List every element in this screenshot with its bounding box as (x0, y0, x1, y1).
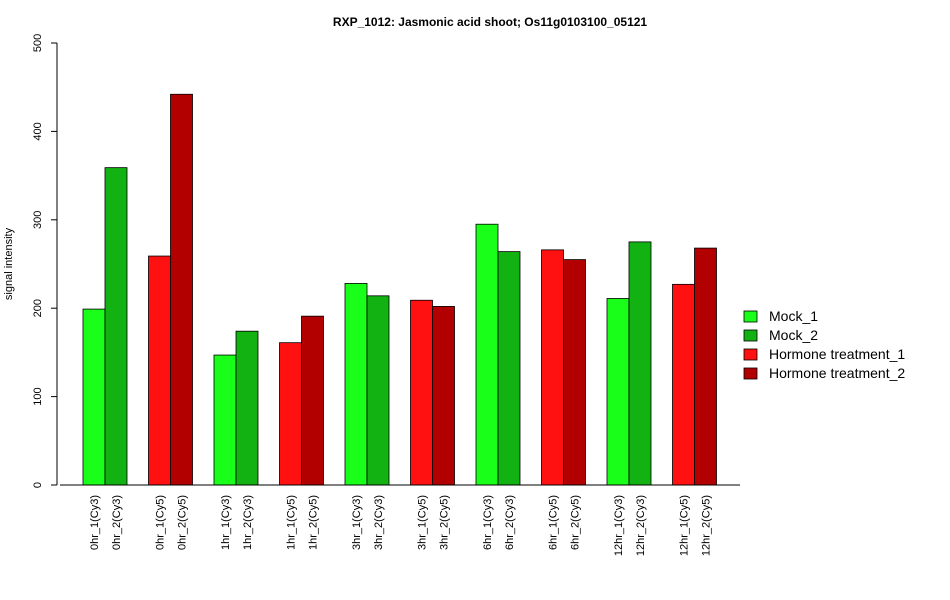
bar (170, 93, 193, 486)
bar (410, 299, 433, 486)
legend-label: Mock_1 (769, 308, 818, 324)
y-tick-label: 300 (32, 211, 44, 229)
bar (475, 223, 499, 486)
bar (606, 298, 630, 486)
x-tick-label: 6hr_2(Cy3) (504, 495, 516, 550)
chart-title: RXP_1012: Jasmonic acid shoot; Os11g0103… (333, 15, 648, 29)
x-tick-label: 0hr_1(Cy3) (89, 495, 101, 550)
bar (432, 306, 455, 486)
bars (82, 93, 717, 486)
x-tick-label: 1hr_1(Cy5) (286, 495, 298, 550)
bar (301, 315, 324, 486)
bar (541, 249, 564, 486)
x-tick-label: 1hr_2(Cy5) (308, 495, 320, 550)
y-tick-label: 0 (32, 482, 44, 488)
legend-label: Hormone treatment_1 (769, 346, 905, 362)
bar (628, 241, 652, 486)
legend-item: Hormone treatment_2 (743, 365, 905, 381)
x-tick-label: 0hr_1(Cy5) (155, 495, 167, 550)
legend-swatch (743, 310, 758, 323)
legend: Mock_1 Mock_2 Hormone treatment_1 Hormone t… (743, 308, 905, 381)
bar (279, 342, 302, 486)
legend-item: Hormone treatment_1 (743, 346, 905, 362)
x-tick-label: 12hr_2(Cy3) (635, 495, 647, 556)
bar (213, 354, 237, 486)
x-tick-label: 3hr_1(Cy3) (351, 495, 363, 550)
bar (694, 247, 717, 486)
bar (148, 255, 171, 486)
bar (366, 295, 390, 486)
y-axis-label: signal intensity (3, 227, 15, 300)
legend-label: Mock_2 (769, 327, 818, 343)
x-tick-label: 1hr_2(Cy3) (242, 495, 254, 550)
legend-swatch (743, 367, 758, 380)
bar (235, 330, 259, 486)
y-tick-label: 500 (32, 34, 44, 52)
x-tick-label: 3hr_2(Cy3) (373, 495, 385, 550)
legend-item: Mock_2 (743, 327, 818, 343)
x-tick-label: 6hr_2(Cy5) (570, 495, 582, 550)
y-tick-label: 100 (32, 387, 44, 405)
bar (672, 283, 695, 486)
x-tick-label: 6hr_1(Cy3) (482, 495, 494, 550)
legend-item: Mock_1 (743, 308, 818, 324)
legend-swatch (743, 348, 758, 361)
y-tick-label: 200 (32, 299, 44, 317)
bar (82, 308, 106, 486)
x-tick-labels: 0hr_1(Cy3) 0hr_2(Cy3) 0hr_1(Cy5) 0hr_2(Cy5)… (89, 495, 713, 556)
y-axis: 0 100 200 300 400 500 (32, 34, 58, 488)
x-tick-label: 1hr_1(Cy3) (220, 495, 232, 550)
bar (104, 167, 128, 486)
x-tick-label: 3hr_2(Cy5) (439, 495, 451, 550)
y-tick-label: 400 (32, 122, 44, 140)
x-tick-label: 0hr_2(Cy5) (177, 495, 189, 550)
legend-swatch (743, 329, 758, 342)
x-tick-label: 12hr_2(Cy5) (701, 495, 713, 556)
bar (563, 259, 586, 486)
x-tick-label: 12hr_1(Cy3) (613, 495, 625, 556)
bar (344, 283, 368, 486)
x-tick-label: 12hr_1(Cy5) (679, 495, 691, 556)
legend-label: Hormone treatment_2 (769, 365, 905, 381)
x-tick-label: 3hr_1(Cy5) (417, 495, 429, 550)
bar (497, 251, 521, 486)
x-tick-label: 6hr_1(Cy5) (548, 495, 560, 550)
x-tick-label: 0hr_2(Cy3) (111, 495, 123, 550)
